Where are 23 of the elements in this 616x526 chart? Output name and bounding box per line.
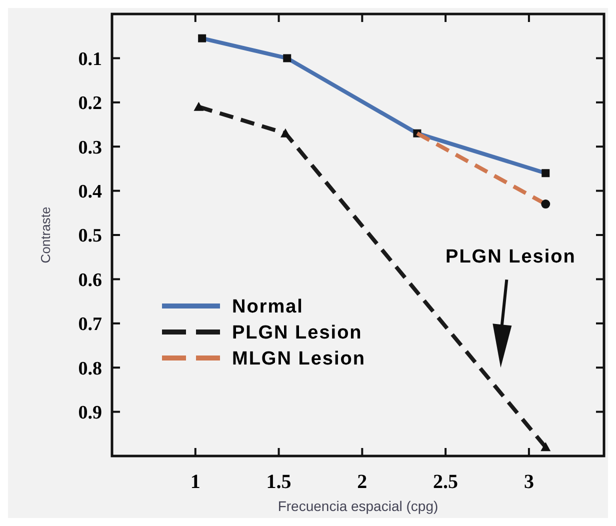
point — [280, 128, 290, 138]
point — [194, 102, 204, 111]
point — [540, 442, 551, 452]
legend-label: Normal — [232, 296, 304, 318]
x-tick-label: 3 — [524, 471, 534, 493]
y-axis-title: Contraste — [38, 206, 53, 264]
x-tick-label: 2.5 — [433, 471, 458, 493]
x-tick-label: 1 — [190, 471, 200, 493]
y-tick-label: 0.7 — [78, 314, 102, 336]
annotation: PLGN Lesion — [446, 246, 576, 268]
x-tick-label: 1.5 — [266, 471, 292, 493]
y-tick-label: 0.2 — [78, 93, 102, 114]
y-tick-label: 0.5 — [78, 226, 102, 247]
y-tick-label: 0.4 — [78, 181, 102, 202]
x-axis-title: Frecuencia espacial (cpg) — [278, 498, 438, 514]
legend-label: PLGN Lesion — [232, 322, 362, 344]
legend-label: MLGN Lesion — [232, 348, 366, 370]
y-tick-label: 0.1 — [78, 48, 102, 70]
y-tick-label: 0.9 — [78, 402, 102, 424]
x-tick-label: 2 — [357, 471, 368, 493]
y-tick-label: 0.6 — [78, 270, 102, 291]
y-tick-label: 0.8 — [78, 358, 102, 380]
y-tick-label: 0.3 — [78, 137, 102, 158]
